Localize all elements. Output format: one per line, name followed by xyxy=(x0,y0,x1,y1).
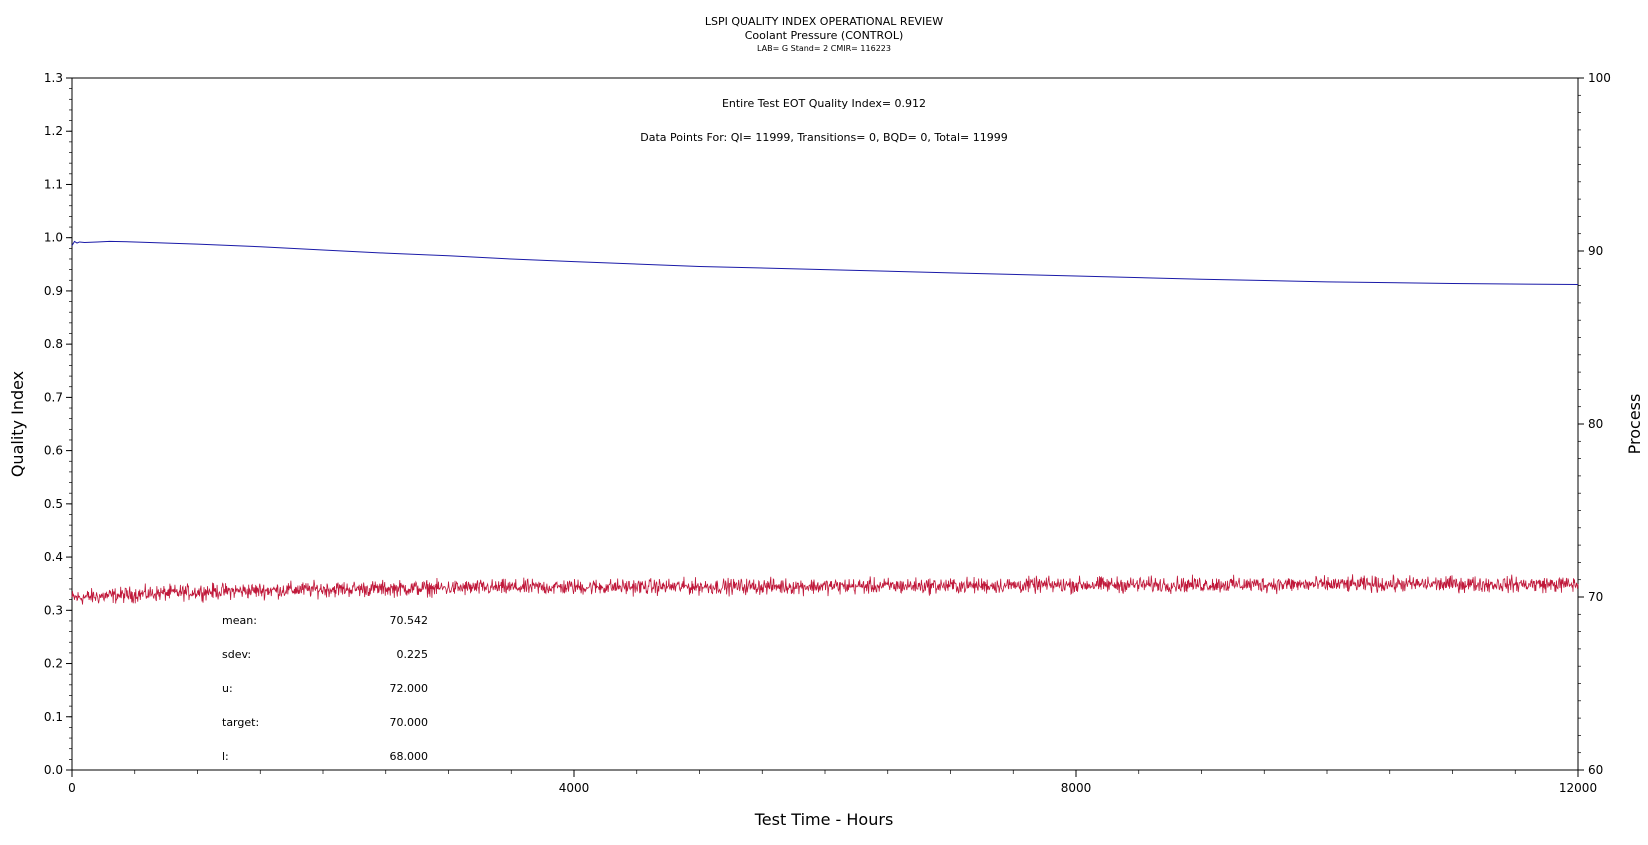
stat-label: mean: xyxy=(222,614,257,627)
y-left-tick-label: 0.8 xyxy=(44,337,63,351)
stat-value: 0.225 xyxy=(397,648,429,661)
left-axis: 0.0 0.1 0.2 0.3 0.4 0.5 0.6 0.7 0.8 0.9 1.0 1.1 1.2 1… xyxy=(44,71,72,777)
x-tick-label: 8000 xyxy=(1061,781,1092,795)
stat-value: 70.000 xyxy=(390,716,429,729)
chart-subtitle: Coolant Pressure (CONTROL) xyxy=(745,29,904,42)
y-axis-left-label: Quality Index xyxy=(8,371,27,477)
stat-value: 72.000 xyxy=(390,682,429,695)
y-left-tick-label: 0.6 xyxy=(44,444,63,458)
stat-label: sdev: xyxy=(222,648,251,661)
plot-frame xyxy=(71,77,1579,771)
x-axis: 0 4000 8000 12000 xyxy=(68,770,1597,795)
x-tick-label: 12000 xyxy=(1559,781,1597,795)
y-right-tick-label: 60 xyxy=(1588,763,1603,777)
right-axis: 60 70 80 90 100 xyxy=(1578,71,1611,777)
y-left-tick-label: 1.0 xyxy=(44,231,63,245)
y-left-tick-label: 0.4 xyxy=(44,550,63,564)
y-left-tick-label: 0.3 xyxy=(44,603,63,617)
y-right-tick-label: 80 xyxy=(1588,417,1603,431)
y-left-tick-label: 1.2 xyxy=(44,124,63,138)
y-left-tick-label: 0.1 xyxy=(44,710,63,724)
eot-quality-index-annotation: Entire Test EOT Quality Index= 0.912 xyxy=(722,97,926,110)
x-axis-label: Test Time - Hours xyxy=(754,810,894,829)
y-left-tick-label: 1.1 xyxy=(44,177,63,191)
y-left-tick-label: 0.5 xyxy=(44,497,63,511)
stat-value: 68.000 xyxy=(390,750,429,763)
stat-value: 70.542 xyxy=(390,614,429,627)
chart-subtitle-2: LAB= G Stand= 2 CMIR= 116223 xyxy=(757,44,891,53)
stat-label: target: xyxy=(222,716,259,729)
series-layer xyxy=(71,240,1579,605)
data-points-annotation: Data Points For: QI= 11999, Transitions=… xyxy=(640,131,1008,144)
x-tick-label: 0 xyxy=(68,781,76,795)
y-left-tick-label: 0.9 xyxy=(44,284,63,298)
y-left-tick-label: 0.0 xyxy=(44,763,63,777)
y-left-tick-label: 1.3 xyxy=(44,71,63,85)
stats-table: mean: 70.542 sdev: 0.225 u: 72.000 target: 70.0… xyxy=(222,614,428,763)
y-right-tick-label: 90 xyxy=(1588,244,1603,258)
series-line-quality-index xyxy=(71,240,1579,286)
stat-label: l: xyxy=(222,750,229,763)
y-axis-right-label: Process xyxy=(1625,394,1644,455)
y-right-tick-label: 70 xyxy=(1588,590,1603,604)
stat-label: u: xyxy=(222,682,233,695)
series-line-process xyxy=(71,574,1579,605)
y-left-tick-label: 0.7 xyxy=(44,390,63,404)
y-left-tick-label: 0.2 xyxy=(44,657,63,671)
chart-title: LSPI QUALITY INDEX OPERATIONAL REVIEW xyxy=(705,15,943,28)
y-right-tick-label: 100 xyxy=(1588,71,1611,85)
x-tick-label: 4000 xyxy=(559,781,590,795)
